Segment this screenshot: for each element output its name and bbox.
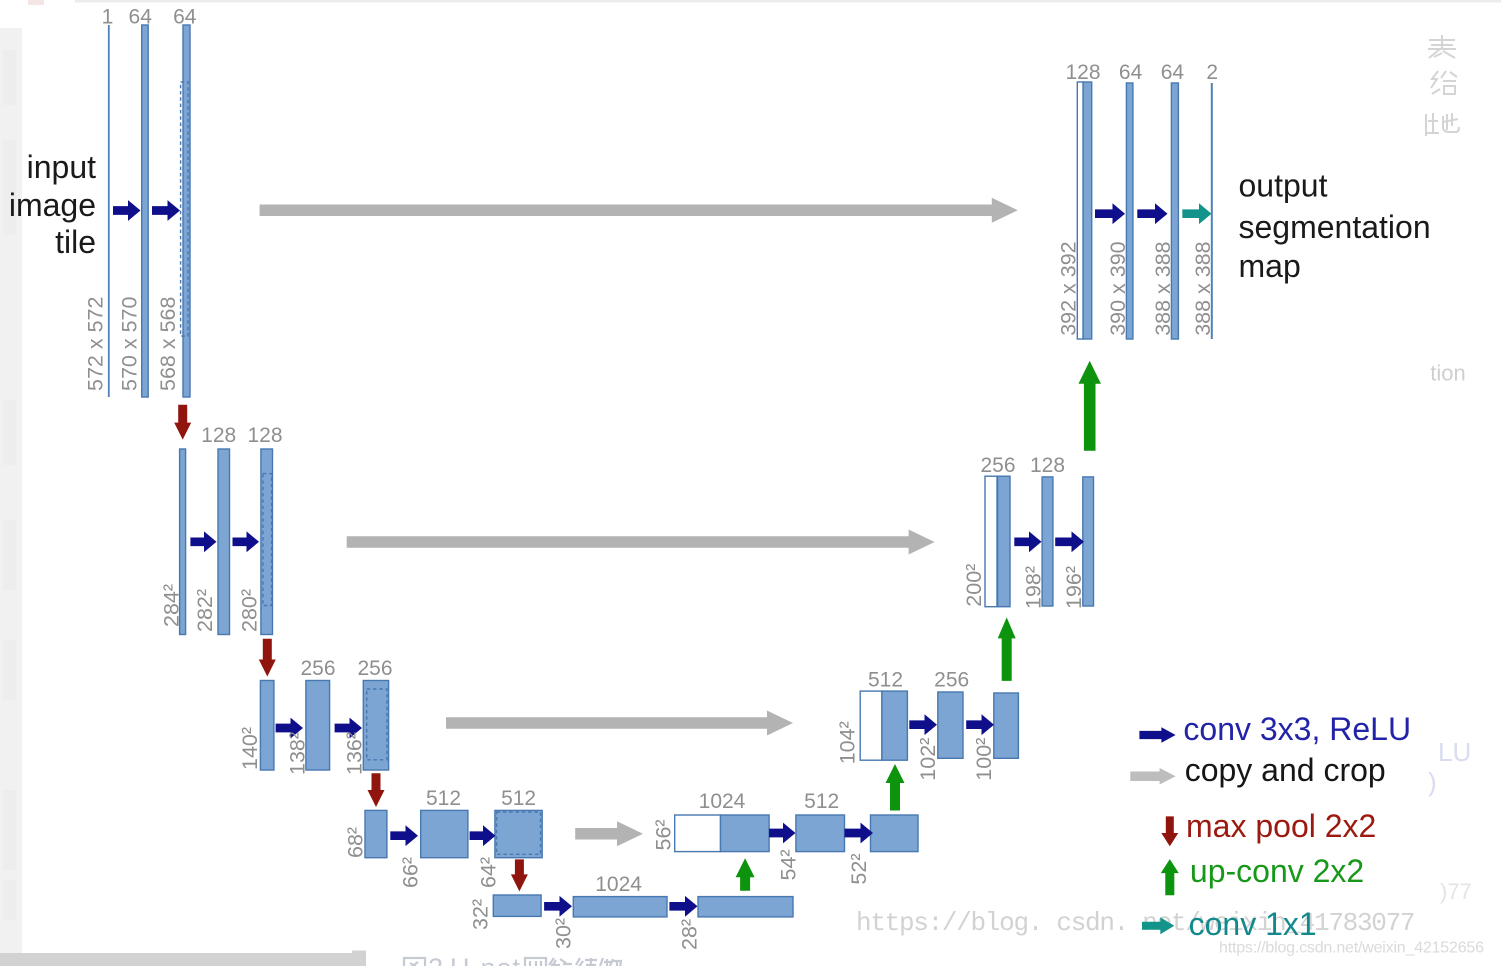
svg-text:1024: 1024: [699, 790, 746, 813]
svg-text:128: 128: [1030, 454, 1065, 477]
svg-text:U-net: U-net: [450, 953, 521, 966]
svg-text:66²: 66²: [399, 857, 423, 888]
svg-text:128: 128: [201, 424, 236, 447]
svg-text:conv 1x1: conv 1x1: [1189, 906, 1317, 942]
svg-text:64: 64: [129, 6, 153, 29]
svg-text:output: output: [1239, 168, 1328, 204]
svg-text:256: 256: [300, 657, 335, 680]
svg-text:512: 512: [804, 790, 839, 813]
svg-text:LU: LU: [1438, 737, 1471, 767]
svg-text:https://blog.csdn.net/weixin_4: https://blog.csdn.net/weixin_42152656: [1219, 940, 1484, 957]
svg-text:256: 256: [357, 657, 392, 680]
svg-text:512: 512: [868, 669, 903, 692]
svg-text:copy and crop: copy and crop: [1185, 752, 1386, 788]
svg-text:390 x 390: 390 x 390: [1106, 241, 1130, 335]
svg-text:568 x 568: 568 x 568: [156, 297, 180, 391]
svg-text:128: 128: [1065, 61, 1100, 84]
svg-text:conv 3x3, ReLU: conv 3x3, ReLU: [1183, 711, 1411, 747]
svg-text:104²: 104²: [836, 721, 860, 764]
svg-text:256: 256: [934, 669, 969, 692]
svg-text:256: 256: [980, 454, 1015, 477]
svg-text:572 x 572: 572 x 572: [84, 297, 108, 391]
svg-text:tile: tile: [55, 224, 96, 260]
svg-text:https://blog. csdn. net/weixin: https://blog. csdn. net/weixin_41783077: [856, 908, 1414, 938]
svg-text:198²: 198²: [1021, 566, 1045, 609]
svg-text:2: 2: [428, 953, 443, 966]
svg-text:138²: 138²: [285, 732, 309, 775]
svg-text:segmentation: segmentation: [1239, 209, 1431, 245]
svg-text:64²: 64²: [477, 857, 501, 888]
svg-text:52²: 52²: [847, 854, 871, 885]
svg-text:570 x 570: 570 x 570: [117, 297, 141, 391]
svg-text:284²: 284²: [160, 584, 184, 627]
svg-text:68²: 68²: [344, 827, 368, 858]
svg-text:input: input: [27, 149, 97, 185]
svg-text:512: 512: [426, 787, 461, 810]
svg-text:tion: tion: [1430, 361, 1465, 386]
svg-text:128: 128: [247, 424, 282, 447]
svg-text:388 x 388: 388 x 388: [1191, 241, 1215, 335]
svg-text:image: image: [9, 187, 96, 223]
svg-text:up-conv 2x2: up-conv 2x2: [1190, 853, 1364, 889]
svg-text:136²: 136²: [343, 732, 367, 775]
svg-text:32²: 32²: [469, 899, 493, 930]
svg-text:140²: 140²: [238, 727, 262, 770]
svg-text:64: 64: [173, 6, 197, 29]
svg-text:54²: 54²: [777, 849, 801, 880]
svg-text:388 x 388: 388 x 388: [1151, 241, 1175, 335]
svg-text:2: 2: [1206, 61, 1218, 84]
svg-text:max pool 2x2: max pool 2x2: [1186, 808, 1376, 844]
svg-text:392 x 392: 392 x 392: [1056, 241, 1080, 335]
svg-text:28²: 28²: [677, 919, 701, 950]
svg-text:64: 64: [1119, 61, 1143, 84]
svg-text:1: 1: [102, 6, 114, 29]
svg-text:30²: 30²: [551, 918, 575, 949]
svg-text:280²: 280²: [238, 589, 262, 632]
svg-text:64: 64: [1161, 61, 1185, 84]
svg-text:196²: 196²: [1062, 566, 1086, 609]
svg-text:): ): [1428, 767, 1437, 797]
svg-text:282²: 282²: [193, 589, 217, 632]
svg-text:100²: 100²: [972, 738, 996, 781]
svg-text:200²: 200²: [962, 564, 986, 607]
svg-text:)77: )77: [1440, 879, 1472, 904]
svg-text:512: 512: [501, 787, 536, 810]
svg-text:map: map: [1239, 248, 1301, 284]
svg-text:1024: 1024: [595, 873, 642, 896]
svg-text:102²: 102²: [916, 738, 940, 781]
svg-text:56²: 56²: [652, 819, 676, 850]
